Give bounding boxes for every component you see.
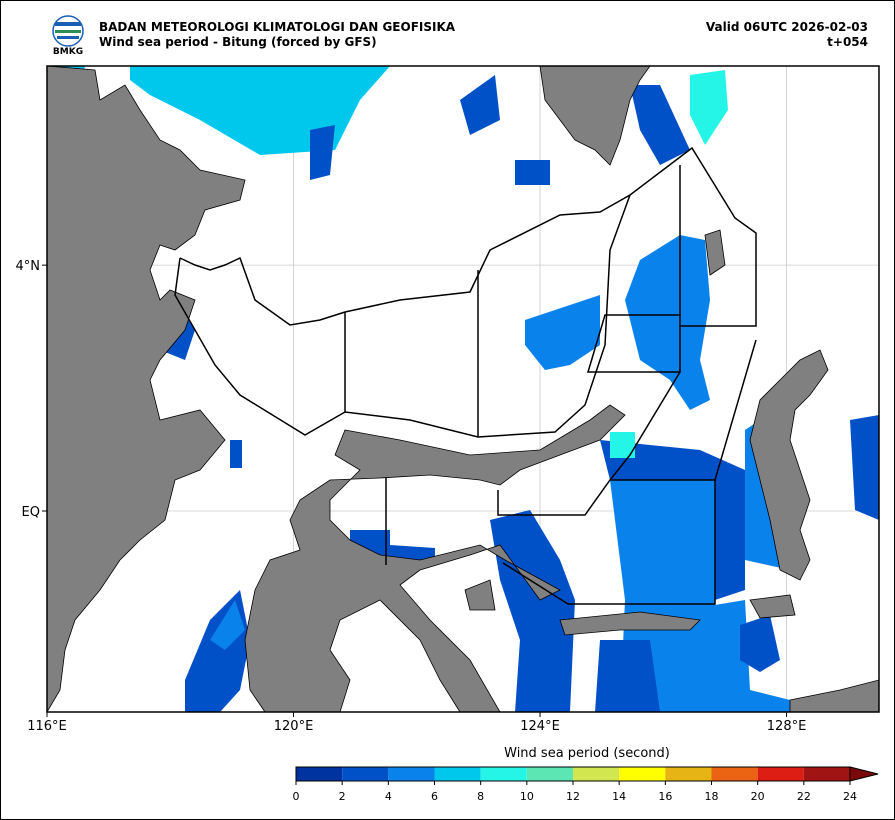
colorbar-tick-label: 14 bbox=[612, 790, 626, 803]
colorbar-segment bbox=[573, 767, 620, 781]
colorbar-segment bbox=[711, 767, 758, 781]
subtitle: Wind sea period - Bitung (forced by GFS) bbox=[99, 35, 377, 49]
y-tick-label: EQ bbox=[22, 505, 40, 520]
map-area bbox=[47, 66, 879, 712]
wind-patch bbox=[515, 160, 550, 185]
wind-patch bbox=[525, 295, 600, 370]
wind-patch bbox=[740, 615, 780, 672]
logo-text: BMKG bbox=[53, 47, 83, 57]
x-tick-label: 116°E bbox=[27, 719, 67, 734]
island bbox=[559, 611, 701, 636]
wind-patch bbox=[310, 125, 335, 180]
colorbar-tick-label: 24 bbox=[843, 790, 857, 803]
colorbar-segment bbox=[296, 767, 343, 781]
colorbar-tick-label: 6 bbox=[431, 790, 438, 803]
zone-boundary bbox=[502, 480, 716, 605]
colorbar-tick-label: 4 bbox=[385, 790, 392, 803]
wind-patch bbox=[210, 600, 245, 650]
x-tick-label: 124°E bbox=[520, 719, 560, 734]
colorbar-tick-label: 22 bbox=[797, 790, 811, 803]
land bbox=[47, 66, 879, 712]
forecast-zones bbox=[174, 146, 757, 605]
zone-boundary bbox=[497, 339, 757, 516]
valid-time: Valid 06UTC 2026-02-03 bbox=[706, 20, 868, 34]
colorbar-segment bbox=[434, 767, 481, 781]
colorbar-segment bbox=[619, 767, 666, 781]
zone-boundary bbox=[174, 194, 631, 438]
colorbar-segment bbox=[526, 767, 573, 781]
zone-boundary bbox=[179, 146, 757, 373]
island bbox=[749, 594, 796, 619]
colorbar-tick-label: 8 bbox=[477, 790, 484, 803]
halmahera bbox=[749, 349, 829, 581]
logo: BMKG bbox=[52, 15, 84, 57]
island bbox=[464, 579, 496, 611]
colorbar-tick-label: 12 bbox=[566, 790, 580, 803]
colorbar-tick-label: 0 bbox=[293, 790, 300, 803]
zone-boundary bbox=[609, 371, 681, 481]
colorbar-tick-label: 16 bbox=[658, 790, 672, 803]
wind-patch bbox=[460, 75, 500, 135]
borneo bbox=[47, 66, 246, 712]
colorbar-tick-label: 18 bbox=[705, 790, 719, 803]
x-tick-label: 128°E bbox=[767, 719, 807, 734]
wind-patch bbox=[230, 440, 242, 468]
colorbar-label: Wind sea period (second) bbox=[504, 746, 670, 761]
papua bbox=[789, 679, 879, 712]
wind-patch bbox=[625, 235, 710, 410]
lead-time: t+054 bbox=[827, 35, 868, 49]
colorbar-segment bbox=[665, 767, 712, 781]
wind-patch bbox=[595, 640, 660, 712]
wind-patch bbox=[630, 85, 690, 165]
sulawesi bbox=[244, 404, 626, 712]
mindanao bbox=[539, 66, 651, 166]
colorbar-tick-label: 2 bbox=[339, 790, 346, 803]
colorbar-segment bbox=[480, 767, 527, 781]
map-frame bbox=[46, 65, 880, 713]
colorbar-segment bbox=[388, 767, 435, 781]
wind-patch bbox=[690, 70, 728, 145]
x-tick-label: 120°E bbox=[274, 719, 314, 734]
title: BADAN METEOROLOGI KLIMATOLOGI DAN GEOFIS… bbox=[99, 20, 456, 34]
colorbar-segment bbox=[803, 767, 850, 781]
wind-patch bbox=[610, 432, 635, 458]
colorbar-segment bbox=[342, 767, 389, 781]
logo-stripe bbox=[55, 30, 81, 33]
colorbar-tick-label: 10 bbox=[520, 790, 534, 803]
wind-patch bbox=[850, 415, 879, 520]
colorbar-segment bbox=[757, 767, 804, 781]
logo-stripe bbox=[57, 36, 79, 39]
logo-stripe bbox=[55, 22, 81, 26]
colorbar-tick-label: 20 bbox=[751, 790, 765, 803]
y-tick-label: 4°N bbox=[16, 259, 41, 274]
island bbox=[704, 229, 726, 276]
